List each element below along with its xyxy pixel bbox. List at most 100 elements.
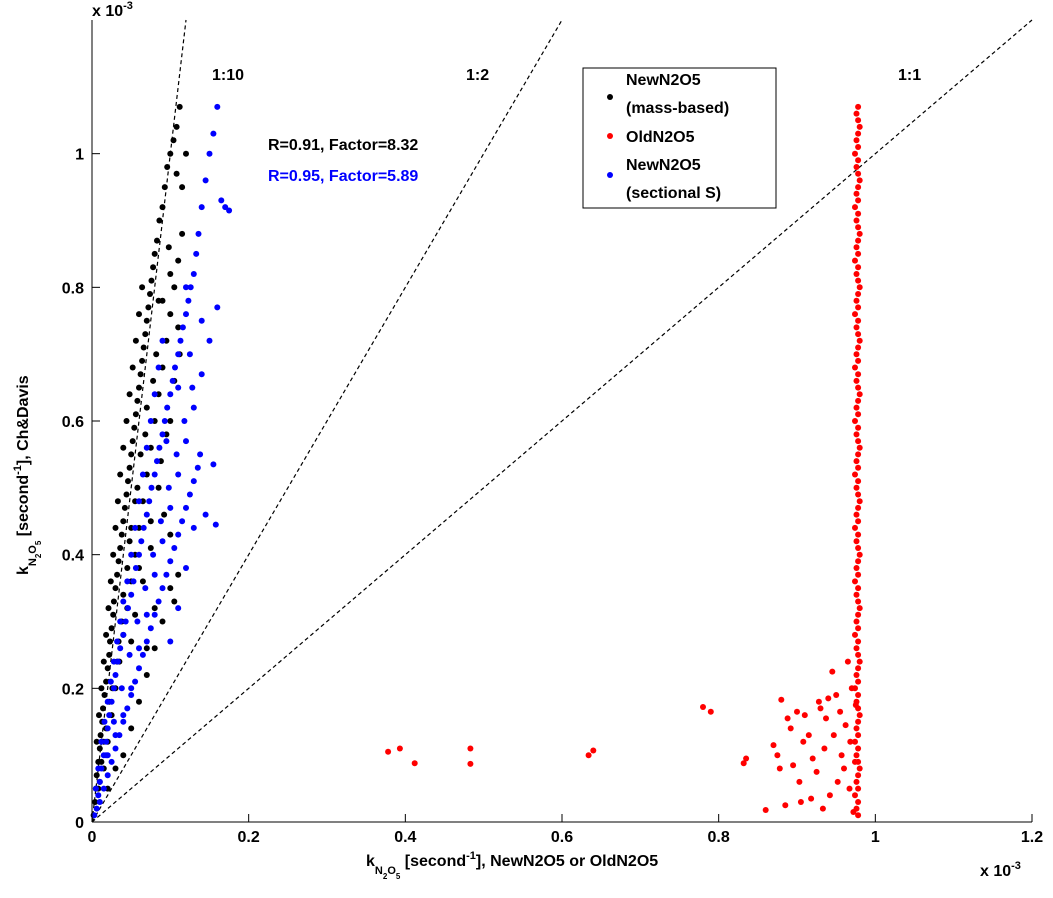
data-point [93, 772, 100, 779]
data-point [142, 585, 149, 592]
data-point [170, 137, 177, 144]
data-point [855, 250, 862, 257]
data-point [169, 377, 176, 384]
data-point [114, 498, 121, 505]
data-point [167, 271, 174, 277]
data-point [852, 738, 858, 745]
y-tick-label: 0.6 [62, 414, 84, 431]
data-point [774, 752, 781, 759]
data-point [167, 150, 174, 157]
data-point [134, 484, 141, 491]
data-point [853, 110, 860, 117]
data-point [120, 718, 127, 725]
data-point [852, 578, 858, 585]
data-point [167, 311, 174, 318]
data-point [176, 103, 183, 110]
data-point [796, 778, 803, 785]
data-point [114, 638, 121, 645]
data-point [853, 618, 860, 625]
data-point [110, 551, 117, 558]
data-point [114, 571, 121, 578]
data-point [150, 264, 157, 271]
data-point [855, 625, 862, 632]
data-point [173, 451, 180, 458]
data-point [853, 137, 860, 144]
data-point [110, 685, 117, 692]
data-point [104, 665, 111, 672]
data-point [147, 518, 154, 525]
data-point [855, 451, 862, 458]
data-point [167, 418, 174, 424]
x-tick-label: 0 [88, 829, 97, 846]
data-point [123, 491, 130, 498]
data-point [856, 444, 863, 451]
data-point [138, 538, 145, 545]
data-point [104, 698, 111, 705]
data-point [856, 337, 863, 344]
data-point [834, 778, 841, 785]
data-point [148, 484, 155, 491]
data-point [126, 464, 133, 471]
data-point [853, 244, 860, 251]
data-point [128, 551, 135, 558]
data-point [139, 651, 146, 658]
data-point [175, 324, 182, 331]
data-point [855, 665, 862, 672]
data-point [121, 504, 128, 511]
data-point [194, 464, 201, 471]
data-point [156, 217, 163, 224]
data-point [853, 565, 860, 571]
data-point [187, 284, 194, 291]
data-point [159, 431, 166, 438]
data-point [853, 778, 860, 785]
data-point [132, 611, 139, 618]
data-point [190, 271, 197, 277]
y-ticks: 0 0.2 0.4 0.6 0.8 1 [62, 147, 100, 832]
data-point [210, 130, 217, 137]
data-point [179, 184, 186, 191]
data-point [95, 792, 102, 799]
data-point [136, 311, 142, 318]
data-point [131, 424, 138, 431]
data-point [700, 704, 706, 710]
data-point [206, 337, 213, 344]
data-point [585, 752, 592, 759]
data-point [856, 658, 863, 665]
data-point [218, 197, 225, 204]
data-point [855, 371, 862, 378]
data-point [128, 591, 135, 598]
data-point [117, 645, 124, 652]
data-point [853, 431, 860, 438]
y-tick-label: 0 [75, 815, 84, 832]
data-point [98, 738, 105, 745]
data-point [167, 504, 174, 511]
data-point [128, 685, 135, 692]
data-point [855, 758, 862, 765]
data-point [855, 144, 862, 150]
data-point [853, 351, 860, 358]
data-point [97, 732, 104, 739]
series-2 [385, 103, 863, 819]
data-point [855, 210, 862, 217]
data-point [132, 337, 139, 344]
data-point [467, 745, 474, 752]
data-point [855, 531, 862, 538]
data-point [743, 755, 750, 762]
data-point [147, 291, 153, 297]
data-point [853, 725, 860, 732]
data-point [790, 762, 797, 769]
data-point [164, 404, 171, 411]
data-point [852, 257, 858, 264]
data-point [100, 785, 107, 792]
data-point [93, 738, 100, 745]
data-point [150, 551, 157, 558]
data-point [210, 461, 217, 468]
data-point [821, 745, 828, 752]
data-point [826, 792, 833, 799]
legend-label-old: OldN2O5 [626, 129, 695, 146]
data-point [96, 799, 103, 805]
data-point [134, 618, 141, 625]
data-point [185, 297, 192, 304]
data-point [186, 491, 193, 498]
